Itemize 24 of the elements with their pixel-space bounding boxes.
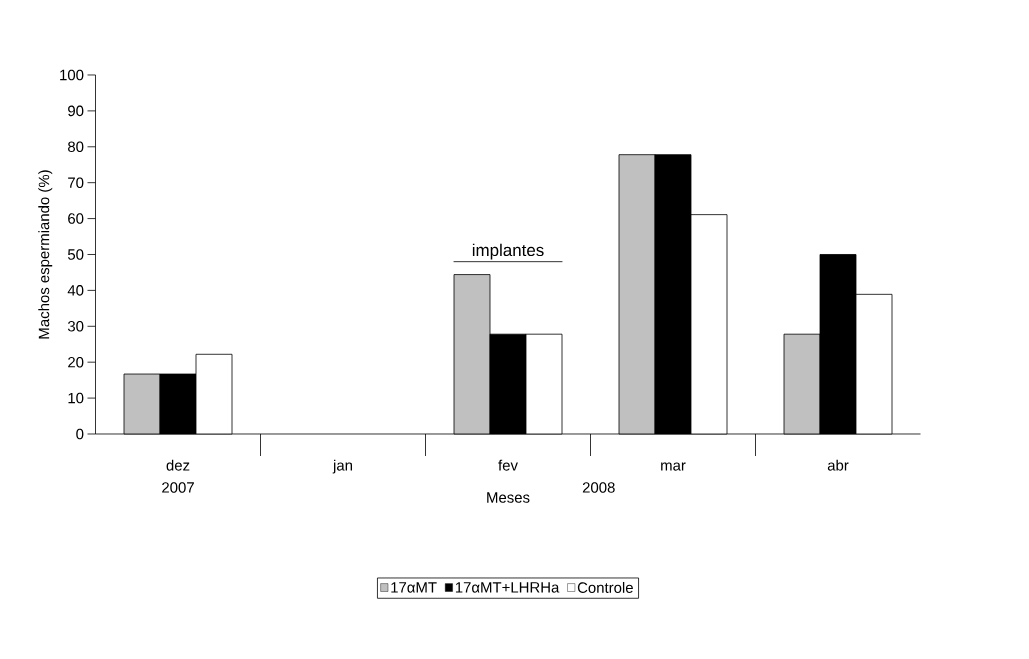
x-tick-label: dez [166,459,190,471]
y-tick-label: 90 [68,105,84,117]
y-tick-label: 80 [68,141,84,153]
x-tick-label: jan [332,459,353,474]
y-tick-label: 0 [76,428,84,440]
legend-label: 17αMT [391,582,437,593]
x-axis-title: Meses [487,492,530,503]
x-tick-label: abr [827,459,849,471]
y-tick-label: 50 [67,249,84,260]
y-axis-title: Machos espermiando (%) [38,170,53,339]
x-tick-label: mar [661,462,686,471]
text: 2007 [162,482,194,493]
y-tick-label: 30 [67,320,84,332]
legend-label: 17αMT+LHRHa [455,582,560,593]
y-tick-label: 10 [68,392,84,404]
x-tick-label: fev [498,459,518,471]
y-tick-label: 70 [68,177,84,188]
y-tick-label: 100 [60,69,84,81]
y-tick-label: 20 [68,356,84,368]
y-tick-label: 40 [67,285,84,296]
annotation: implantes [472,243,544,260]
y-tick-label: 60 [68,213,84,224]
text: 2008 [582,482,615,493]
legend-label: Controle [577,581,633,593]
